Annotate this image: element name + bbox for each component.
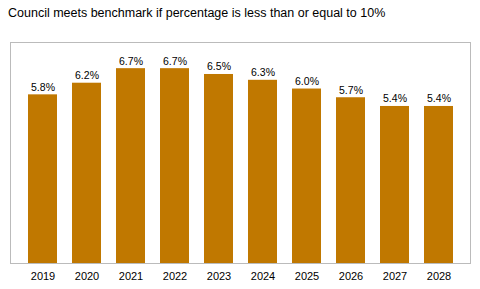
svg-text:2027: 2027 <box>383 270 407 282</box>
svg-text:2020: 2020 <box>75 270 99 282</box>
svg-text:2023: 2023 <box>207 270 231 282</box>
svg-text:2026: 2026 <box>339 270 363 282</box>
svg-text:2022: 2022 <box>163 270 187 282</box>
svg-text:5.7%: 5.7% <box>339 84 363 96</box>
svg-text:6.3%: 6.3% <box>251 66 275 78</box>
svg-text:2025: 2025 <box>295 270 319 282</box>
svg-text:5.8%: 5.8% <box>31 81 55 93</box>
html-text:Council meets benchmark if per: Council meets benchmark if percentage is… <box>8 6 386 20</box>
svg-text:2019: 2019 <box>31 270 55 282</box>
svg-text:6.2%: 6.2% <box>75 69 99 81</box>
svg-text:6.7%: 6.7% <box>119 55 143 67</box>
svg-text:2024: 2024 <box>251 270 275 282</box>
svg-text:2028: 2028 <box>427 270 451 282</box>
svg-text:6.5%: 6.5% <box>207 60 231 72</box>
svg-text:2021: 2021 <box>119 270 143 282</box>
svg-text:6.0%: 6.0% <box>295 75 319 87</box>
svg-text:6.7%: 6.7% <box>163 55 187 67</box>
svg-text:5.4%: 5.4% <box>427 92 451 104</box>
svg-text:5.4%: 5.4% <box>383 92 407 104</box>
